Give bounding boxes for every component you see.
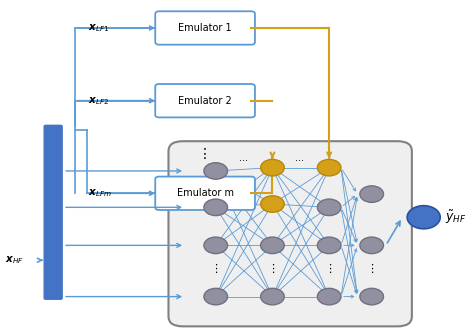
Circle shape	[360, 237, 383, 254]
Text: ...: ...	[238, 153, 247, 163]
Circle shape	[360, 288, 383, 305]
FancyBboxPatch shape	[168, 141, 412, 326]
Text: ⋮: ⋮	[324, 264, 335, 274]
Circle shape	[261, 196, 284, 212]
Text: Emulator 1: Emulator 1	[178, 23, 232, 33]
FancyBboxPatch shape	[155, 177, 255, 210]
Text: $\boldsymbol{x}_{LF2}$: $\boldsymbol{x}_{LF2}$	[88, 95, 109, 107]
Text: ⋮: ⋮	[267, 264, 278, 274]
FancyBboxPatch shape	[44, 125, 62, 299]
Text: ⋮: ⋮	[366, 264, 377, 274]
Text: ⋮: ⋮	[210, 264, 221, 274]
Circle shape	[318, 159, 341, 176]
Circle shape	[407, 206, 440, 229]
Text: ...: ...	[295, 153, 304, 163]
FancyBboxPatch shape	[155, 84, 255, 118]
Circle shape	[261, 288, 284, 305]
Text: $\boldsymbol{x}_{HF}$: $\boldsymbol{x}_{HF}$	[5, 254, 24, 266]
Text: $\tilde{y}_{HF}$: $\tilde{y}_{HF}$	[445, 208, 466, 226]
Circle shape	[318, 237, 341, 254]
Circle shape	[204, 199, 228, 215]
Circle shape	[360, 186, 383, 203]
Circle shape	[204, 288, 228, 305]
Circle shape	[318, 288, 341, 305]
Circle shape	[261, 237, 284, 254]
FancyBboxPatch shape	[155, 11, 255, 45]
Text: $\boldsymbol{x}_{LFm}$: $\boldsymbol{x}_{LFm}$	[88, 188, 112, 199]
Text: $\boldsymbol{x}_{LF1}$: $\boldsymbol{x}_{LF1}$	[88, 22, 109, 34]
Circle shape	[204, 237, 228, 254]
Circle shape	[318, 199, 341, 215]
Text: Emulator m: Emulator m	[177, 188, 234, 198]
Text: Emulator 2: Emulator 2	[178, 96, 232, 106]
Text: ⋮: ⋮	[198, 147, 212, 161]
Circle shape	[261, 159, 284, 176]
Circle shape	[204, 163, 228, 179]
